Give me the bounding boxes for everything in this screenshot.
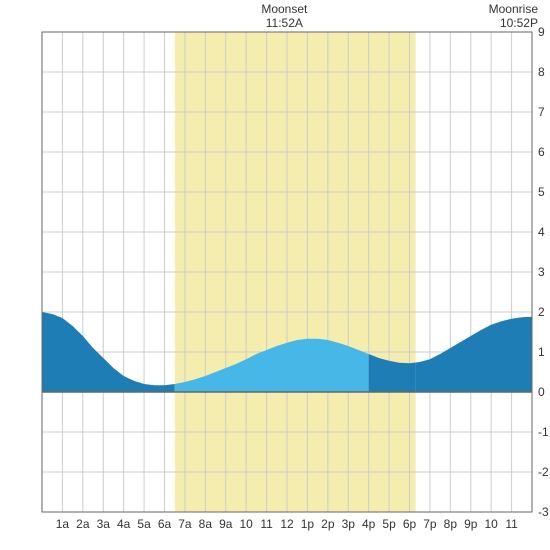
tide-chart: -3-2-101234567891a2a3a4a5a6a7a8a9a101112… xyxy=(0,0,550,550)
svg-text:6p: 6p xyxy=(403,517,417,531)
svg-text:-2: -2 xyxy=(538,465,549,479)
svg-text:12: 12 xyxy=(280,517,294,531)
svg-text:0: 0 xyxy=(538,385,545,399)
moonrise-label: Moonrise10:52P xyxy=(489,2,538,31)
moonset-label: Moonset11:52A xyxy=(244,2,324,31)
svg-text:1p: 1p xyxy=(301,517,315,531)
svg-text:4a: 4a xyxy=(117,517,131,531)
svg-text:9a: 9a xyxy=(219,517,233,531)
svg-text:4: 4 xyxy=(538,225,545,239)
svg-text:-1: -1 xyxy=(538,425,549,439)
label-title: Moonset xyxy=(244,2,324,16)
svg-text:7a: 7a xyxy=(178,517,192,531)
svg-text:3p: 3p xyxy=(342,517,356,531)
svg-text:8: 8 xyxy=(538,65,545,79)
svg-text:5p: 5p xyxy=(382,517,396,531)
svg-text:3: 3 xyxy=(538,265,545,279)
svg-text:8p: 8p xyxy=(444,517,458,531)
svg-text:11: 11 xyxy=(505,517,518,531)
svg-text:11: 11 xyxy=(260,517,273,531)
label-time: 11:52A xyxy=(244,16,324,30)
label-time: 10:52P xyxy=(489,16,538,30)
svg-text:-3: -3 xyxy=(538,505,549,519)
svg-text:1: 1 xyxy=(538,345,545,359)
svg-text:9p: 9p xyxy=(464,517,478,531)
svg-text:4p: 4p xyxy=(362,517,376,531)
svg-text:10: 10 xyxy=(239,517,253,531)
svg-text:6a: 6a xyxy=(158,517,172,531)
svg-text:6: 6 xyxy=(538,145,545,159)
svg-text:2a: 2a xyxy=(76,517,90,531)
chart-svg: -3-2-101234567891a2a3a4a5a6a7a8a9a101112… xyxy=(0,0,550,550)
svg-text:1a: 1a xyxy=(56,517,70,531)
svg-text:8a: 8a xyxy=(199,517,213,531)
svg-text:2: 2 xyxy=(538,305,545,319)
svg-text:7p: 7p xyxy=(423,517,437,531)
svg-text:9: 9 xyxy=(538,25,545,39)
svg-text:10: 10 xyxy=(484,517,498,531)
label-title: Moonrise xyxy=(489,2,538,16)
svg-text:5: 5 xyxy=(538,185,545,199)
svg-text:3a: 3a xyxy=(97,517,111,531)
svg-text:5a: 5a xyxy=(137,517,151,531)
svg-text:2p: 2p xyxy=(321,517,335,531)
svg-text:7: 7 xyxy=(538,105,545,119)
